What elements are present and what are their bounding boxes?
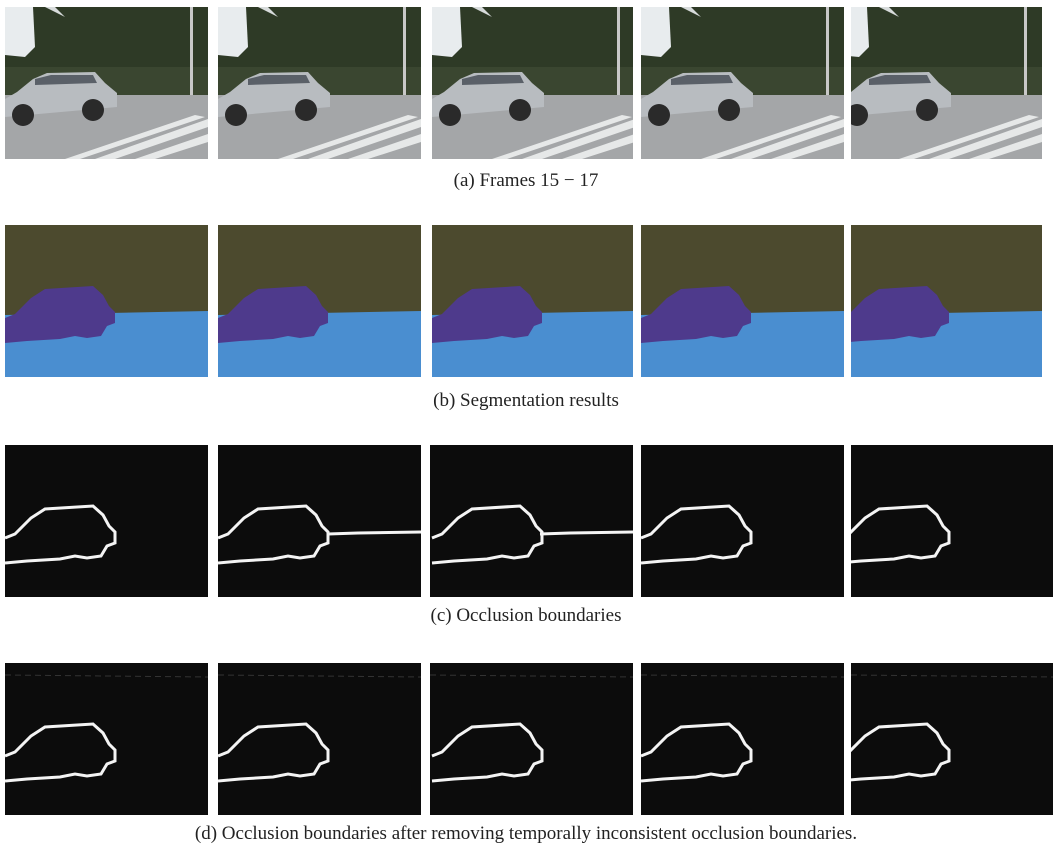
panel-content xyxy=(430,445,633,597)
frame-panel xyxy=(218,225,421,377)
panel-content xyxy=(218,445,421,597)
panel-content xyxy=(430,663,633,815)
frame-panel xyxy=(839,663,1053,815)
frame-panel xyxy=(641,445,844,597)
panel-content xyxy=(5,445,208,597)
panel-content xyxy=(218,225,421,377)
video-frame xyxy=(5,7,208,159)
panel-content xyxy=(218,7,421,159)
frame-panel xyxy=(839,7,1042,159)
video-frame xyxy=(839,7,1042,159)
segmentation-map xyxy=(641,225,844,377)
boundary-background xyxy=(851,445,1053,597)
segmentation-map xyxy=(5,225,208,377)
panel-content xyxy=(432,225,635,377)
caption: (b) Segmentation results xyxy=(433,390,619,411)
boundary-background xyxy=(430,663,633,815)
panel-content xyxy=(839,7,1042,159)
page: (a) Frames 15 − 17 (b) Segmentation resu… xyxy=(0,0,1053,849)
video-frame xyxy=(641,7,844,159)
frame-panel xyxy=(5,225,208,377)
frame-panel xyxy=(641,7,844,159)
panel-content xyxy=(641,7,844,159)
frame-panel xyxy=(5,7,208,159)
caption: (a) Frames 15 − 17 xyxy=(454,170,599,191)
panel-grid xyxy=(5,7,1053,815)
caption: (d) Occlusion boundaries after removing … xyxy=(195,823,857,844)
frame-panel xyxy=(218,7,421,159)
frame-panel xyxy=(432,7,635,159)
video-frame xyxy=(218,7,421,159)
panel-content xyxy=(218,663,421,815)
panel-content xyxy=(839,225,1042,377)
frame-panel xyxy=(430,663,633,815)
panel-content xyxy=(5,7,208,159)
frame-panel xyxy=(839,445,1053,597)
frame-panel xyxy=(839,225,1042,377)
frame-panel xyxy=(5,445,208,597)
segmentation-map xyxy=(432,225,635,377)
panel-content xyxy=(641,225,844,377)
panel-content xyxy=(5,225,208,377)
panel-content xyxy=(641,663,844,815)
panel-content xyxy=(839,445,1053,597)
panel-content xyxy=(432,7,635,159)
frame-panel xyxy=(432,225,635,377)
video-frame xyxy=(432,7,635,159)
frame-panel xyxy=(641,663,844,815)
segmentation-map xyxy=(839,225,1042,377)
panel-content xyxy=(5,663,208,815)
frame-panel xyxy=(218,445,421,597)
frame-panel xyxy=(430,445,633,597)
figure: (a) Frames 15 − 17 (b) Segmentation resu… xyxy=(0,0,1053,849)
frame-panel xyxy=(218,663,421,815)
frame-panel xyxy=(5,663,208,815)
boundary-background xyxy=(851,663,1053,815)
boundary-background xyxy=(430,445,633,597)
spurious-boundary xyxy=(328,532,421,534)
spurious-boundary xyxy=(540,532,633,534)
caption: (c) Occlusion boundaries xyxy=(431,605,622,626)
panel-content xyxy=(839,663,1053,815)
segmentation-map xyxy=(218,225,421,377)
frame-panel xyxy=(641,225,844,377)
panel-content xyxy=(641,445,844,597)
